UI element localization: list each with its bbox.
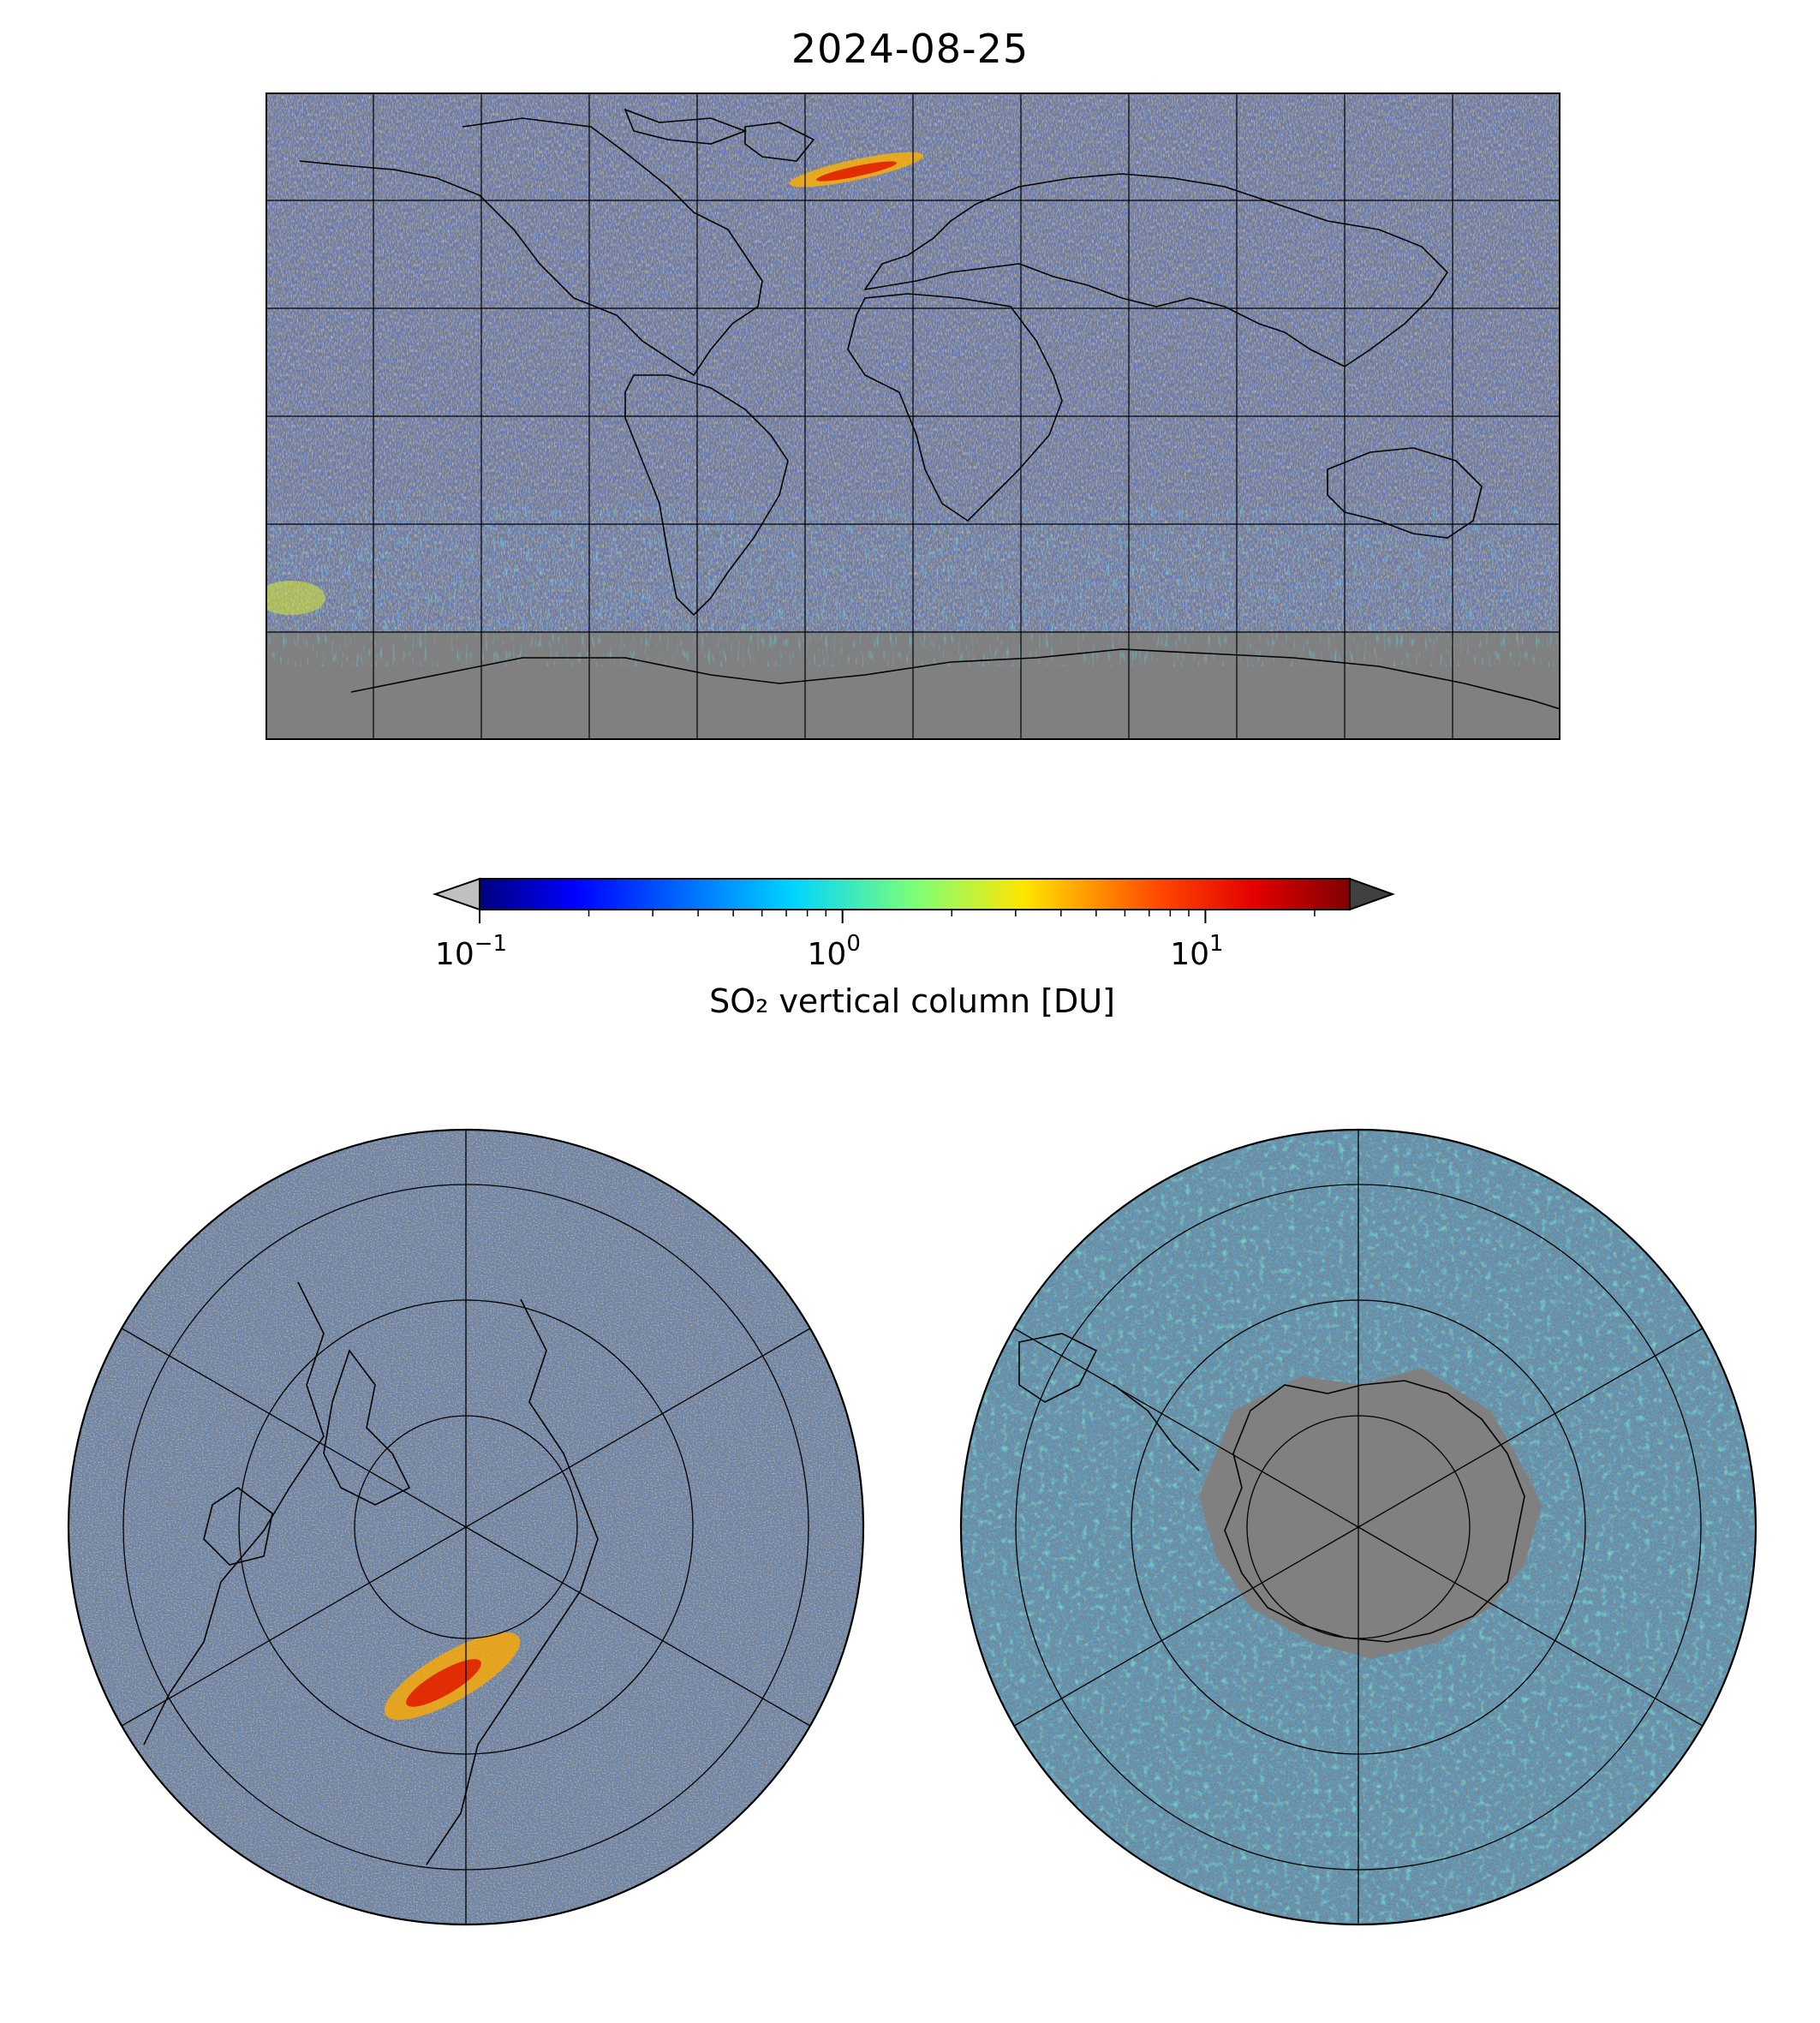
colorbar-label: SO₂ vertical column [DU] bbox=[709, 982, 1115, 1020]
figure-title: 2024-08-25 bbox=[791, 26, 1029, 72]
colorbar-under-extension bbox=[432, 877, 480, 911]
north-map-graticule bbox=[116, 1130, 815, 1925]
meridian-line bbox=[116, 1526, 467, 1729]
colorbar-tick-labels: 10−1 100 101 bbox=[435, 931, 1224, 972]
meridian-line bbox=[1009, 1526, 1359, 1729]
north-polar-map bbox=[67, 1128, 865, 1926]
colorbar-ticks bbox=[479, 910, 1316, 923]
north-map-boundary bbox=[67, 1128, 865, 1926]
south-polar-map bbox=[959, 1128, 1757, 1926]
meridian-line bbox=[1009, 1325, 1359, 1528]
world-map-hotspots bbox=[266, 152, 924, 615]
meridian-line bbox=[1358, 1325, 1708, 1528]
meridian-line bbox=[1358, 1526, 1708, 1729]
meridian-line bbox=[116, 1325, 467, 1528]
world-map-frame bbox=[266, 92, 1560, 740]
south-map-boundary bbox=[959, 1128, 1757, 1926]
world-map-panel bbox=[266, 92, 1560, 740]
colorbar-tick-label: 100 bbox=[808, 931, 861, 972]
colorbar-over-extension bbox=[1349, 877, 1395, 911]
colorbar-outline bbox=[479, 878, 1351, 910]
colorbar: 10−1 100 101 SO₂ vertical column [DU] bbox=[432, 877, 1395, 1020]
colorbar-tick-label: 101 bbox=[1170, 931, 1223, 972]
colorbar-gradient bbox=[480, 879, 1350, 910]
colorbar-tick-label: 10−1 bbox=[435, 931, 507, 972]
south-map-coastlines bbox=[1018, 1333, 1525, 1643]
south-map-no-data-core bbox=[1199, 1368, 1542, 1659]
meridian-line bbox=[465, 1526, 815, 1729]
world-map-graticule bbox=[266, 92, 1560, 740]
north-map-coastlines bbox=[143, 1281, 599, 1865]
south-map-graticule bbox=[1009, 1130, 1708, 1925]
world-map-coastlines bbox=[299, 108, 1560, 710]
meridian-line bbox=[465, 1325, 815, 1528]
